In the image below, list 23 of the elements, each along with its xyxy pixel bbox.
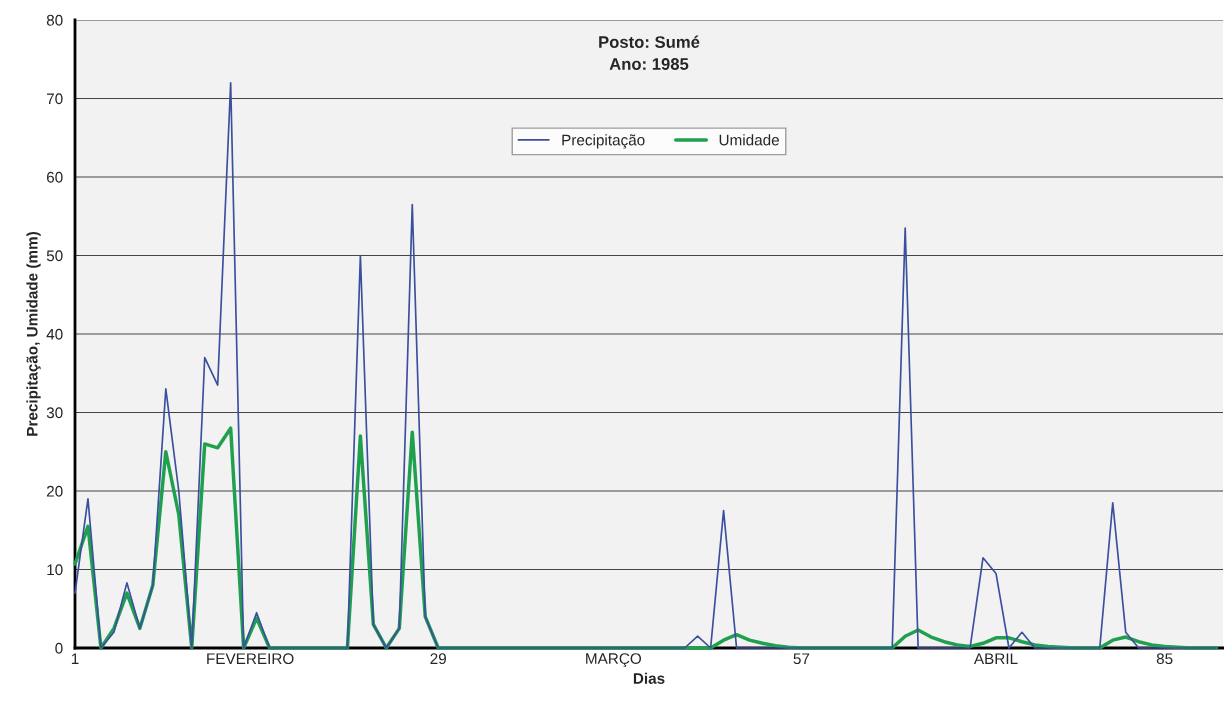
x-tick-label: 29 xyxy=(430,653,446,665)
y-tick-label: 10 xyxy=(47,564,63,576)
y-tick-label: 70 xyxy=(46,93,63,105)
y-tick-label: 60 xyxy=(46,171,63,183)
y-tick-label: 40 xyxy=(46,328,63,340)
y-tick-label: 50 xyxy=(46,250,63,262)
x-tick-label: 85 xyxy=(1156,653,1173,665)
legend-label: Precipitação xyxy=(562,134,645,149)
y-axis-title: Precipitação, Umidade (mm) xyxy=(26,232,41,436)
x-tick-label: FEVEREIRO xyxy=(207,653,294,665)
text: Ano: 1985 xyxy=(609,58,689,70)
y-tick-label: 20 xyxy=(46,485,63,497)
y-tick-label: 80 xyxy=(46,14,63,26)
x-tick-label: ABRIL xyxy=(973,653,1018,664)
x-axis-title: Dias xyxy=(633,672,665,684)
line-series xyxy=(74,81,1218,649)
text: Posto: Sumé xyxy=(599,35,700,48)
legend-label: Umidade xyxy=(719,134,779,146)
x-tick-label: MARÇO xyxy=(586,653,642,668)
x-tick-label: 1 xyxy=(71,653,79,664)
x-tick-label: 57 xyxy=(793,653,810,665)
y-tick-label: 30 xyxy=(46,407,63,419)
y-tick-label: 0 xyxy=(55,642,63,654)
